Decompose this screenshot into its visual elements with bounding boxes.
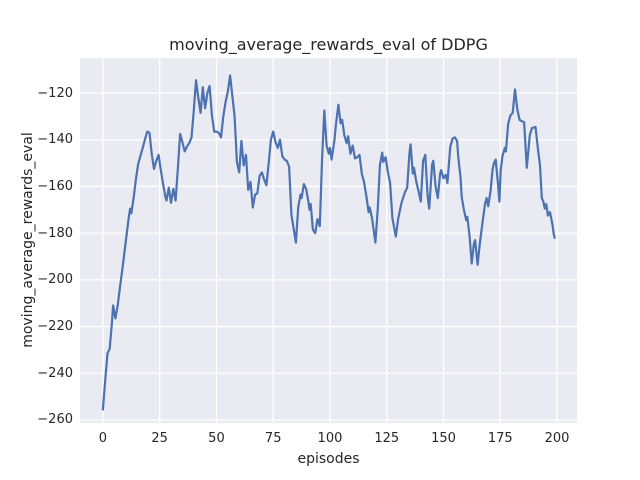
chart-title: moving_average_rewards_eval of DDPG (169, 35, 488, 54)
y-tick-label: −140 (37, 132, 73, 148)
y-tick-label: −260 (37, 412, 73, 428)
y-tick-label: −120 (37, 85, 73, 101)
y-tick-label: −180 (37, 225, 73, 241)
x-tick-label: 25 (151, 431, 168, 446)
x-axis-label: episodes (297, 451, 360, 467)
x-tick-label: 150 (431, 431, 456, 446)
y-tick-label: −220 (37, 319, 73, 335)
y-tick-label: −160 (37, 178, 73, 194)
plot-area (80, 58, 577, 423)
series-line (101, 74, 556, 411)
x-tick-label: 125 (374, 431, 400, 446)
x-tick-label: 75 (264, 431, 282, 446)
x-tick-label: 50 (208, 431, 225, 446)
x-tick-label: 100 (317, 431, 343, 446)
plot-background (80, 58, 577, 423)
y-tick-label: −240 (37, 365, 73, 381)
x-tick-label: 175 (487, 431, 513, 446)
x-tick-label: 0 (98, 431, 108, 446)
line-chart (80, 58, 577, 423)
x-tick-label: 200 (544, 431, 570, 446)
y-tick-label: −200 (37, 272, 73, 288)
